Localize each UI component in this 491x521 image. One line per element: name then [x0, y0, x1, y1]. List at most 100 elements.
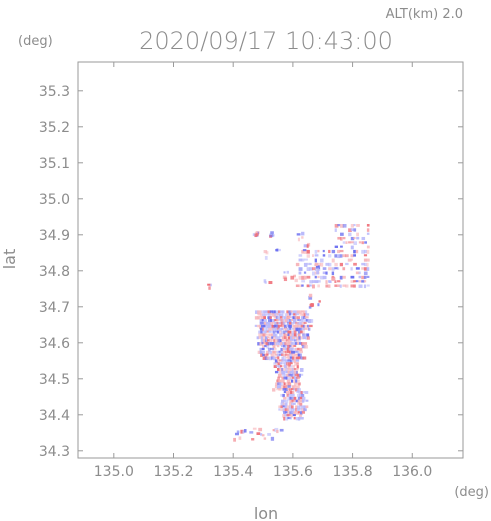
y-unit-label: (deg): [18, 34, 53, 49]
radar-cell: [281, 362, 285, 365]
radar-cell: [270, 330, 275, 333]
radar-cell: [304, 324, 309, 328]
y-tick-label: 34.9: [39, 228, 70, 244]
radar-cell: [309, 303, 314, 307]
radar-cell: [279, 330, 282, 335]
radar-cell: [263, 437, 267, 440]
radar-cell: [279, 368, 283, 372]
radar-cell: [282, 316, 286, 319]
radar-cell: [266, 344, 270, 349]
radar-cell: [277, 376, 280, 381]
radar-cell: [290, 373, 294, 377]
radar-cell: [277, 248, 281, 252]
radar-cell: [274, 313, 278, 317]
radar-cell: [256, 432, 261, 435]
radar-cell: [262, 356, 267, 360]
radar-cell: [268, 313, 272, 316]
radar-cell: [256, 316, 260, 320]
radar-cell: [363, 254, 368, 257]
radar-cell: [286, 414, 290, 417]
radar-cell: [277, 324, 280, 329]
radar-cell: [278, 379, 282, 383]
radar-cell: [276, 379, 281, 383]
radar-cell: [299, 416, 304, 420]
radar-cell: [350, 224, 354, 228]
radar-cell: [282, 393, 285, 398]
radar-cell: [287, 339, 292, 344]
radar-cell: [286, 321, 290, 325]
radar-cell: [299, 347, 303, 352]
radar-cell: [301, 249, 305, 254]
y-tick-label: 34.6: [39, 336, 70, 352]
radar-cell: [284, 402, 288, 406]
radar-cell: [288, 347, 293, 352]
radar-cell: [269, 324, 272, 328]
radar-cell: [296, 316, 300, 320]
radar-cell: [366, 267, 370, 271]
radar-cell: [328, 284, 331, 288]
radar-cell: [342, 224, 347, 228]
radar-cell: [294, 342, 299, 345]
radar-cell: [301, 231, 305, 236]
radar-cell: [284, 313, 288, 317]
tick-layer: 135.0 135.2 135.4 135.6 135.8 136.0 34.3 34.4 34…: [39, 62, 463, 480]
radar-cell: [311, 267, 316, 271]
radar-cell: [282, 365, 285, 368]
radar-cell: [280, 310, 284, 313]
radar-cell: [285, 336, 288, 340]
radar-cell: [302, 356, 307, 360]
radar-cell: [276, 385, 281, 389]
radar-cell: [306, 399, 309, 402]
radar-cell: [278, 405, 282, 409]
radar-cell: [300, 373, 304, 376]
x-tick-label: 136.0: [392, 464, 432, 480]
y-tick-label: 34.5: [39, 372, 70, 388]
radar-cell: [279, 370, 283, 375]
radar-cell: [289, 344, 292, 348]
radar-cell: [276, 344, 280, 348]
radar-cell: [259, 342, 263, 346]
radar-cell: [282, 319, 286, 323]
radar-cell: [366, 232, 370, 235]
radar-cell: [277, 365, 282, 369]
radar-cell: [270, 356, 274, 360]
y-axis-title: lat: [0, 249, 19, 270]
radar-cell: [283, 330, 286, 335]
radar-cell: [267, 433, 271, 436]
radar-cell: [331, 249, 336, 254]
radar-cell: [299, 402, 303, 407]
x-axis-title: lon: [254, 504, 278, 521]
radar-cell: [302, 249, 307, 252]
radar-cell: [283, 362, 287, 366]
radar-cell: [280, 379, 285, 383]
radar-cell: [282, 402, 285, 406]
radar-cell: [274, 359, 279, 364]
radar-cell: [263, 321, 268, 326]
radar-cell: [273, 365, 277, 368]
radar-cell: [256, 336, 260, 340]
radar-cell: [342, 284, 347, 287]
radar-cell: [288, 362, 291, 366]
radar-cell: [358, 275, 362, 279]
radar-cell: [275, 248, 279, 252]
radar-cell: [334, 280, 337, 283]
radar-cell: [299, 327, 302, 331]
radar-cell: [297, 408, 300, 412]
radar-cell: [298, 254, 303, 257]
radar-cell: [345, 284, 349, 288]
radar-cell: [301, 258, 305, 262]
radar-cell: [287, 382, 292, 386]
radar-cell: [274, 347, 277, 350]
radar-cell: [260, 339, 264, 343]
radar-cell: [281, 368, 284, 372]
radar-cell: [265, 310, 269, 313]
radar-cell: [290, 275, 295, 280]
radar-cell: [283, 356, 286, 360]
radar-cell: [301, 408, 305, 412]
radar-cell: [236, 430, 240, 434]
radar-cell: [297, 405, 301, 410]
radar-cell: [280, 393, 284, 397]
radar-cell: [267, 342, 272, 346]
radar-cell: [353, 249, 356, 254]
radar-cell: [260, 353, 263, 357]
